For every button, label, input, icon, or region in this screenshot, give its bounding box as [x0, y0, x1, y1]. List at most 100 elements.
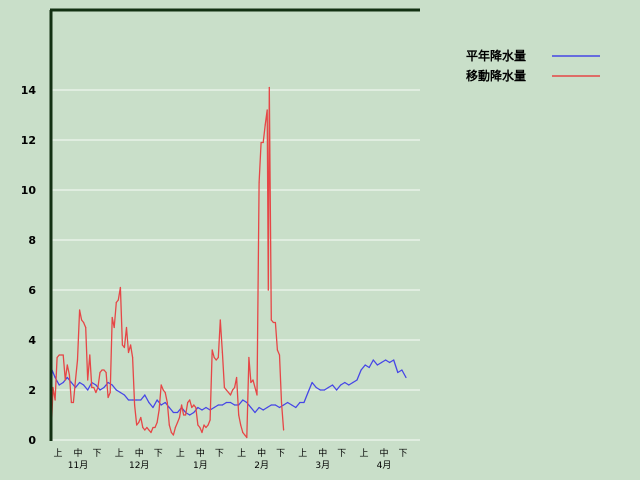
data-point [187, 401, 189, 404]
data-point [72, 401, 74, 404]
data-point [272, 321, 274, 324]
data-point [364, 364, 366, 366]
data-point [148, 401, 150, 404]
data-point [176, 411, 179, 414]
data-point [95, 384, 97, 386]
data-point [70, 401, 72, 404]
data-point [168, 424, 170, 426]
data-point [144, 429, 146, 431]
data-point [127, 399, 130, 401]
data-point [74, 379, 77, 381]
data-point [238, 414, 240, 416]
data-point [154, 426, 156, 429]
data-point [66, 376, 68, 379]
y-tick-label: 0 [28, 434, 36, 447]
data-point [229, 401, 232, 404]
data-point [68, 374, 70, 376]
month-label: 11月 [68, 460, 88, 471]
data-point [66, 364, 68, 366]
data-point [95, 391, 97, 394]
data-point [185, 414, 187, 416]
data-point [221, 404, 223, 406]
data-point [105, 371, 107, 374]
data-point [119, 286, 121, 289]
data-point [136, 399, 138, 401]
data-point [201, 431, 203, 434]
data-point [85, 326, 87, 329]
data-point [58, 354, 60, 356]
data-point [113, 326, 115, 329]
data-point [266, 109, 268, 111]
data-point [327, 386, 329, 389]
data-point [99, 389, 101, 391]
data-point [93, 386, 95, 389]
data-point [170, 431, 172, 434]
data-point [168, 406, 170, 409]
series-layer [50, 86, 407, 441]
x-tick-label: 下 [276, 449, 285, 459]
data-point [234, 386, 236, 389]
data-point [119, 391, 121, 394]
data-point [280, 401, 283, 404]
data-point [319, 389, 321, 391]
data-point [336, 389, 338, 391]
data-point [56, 356, 58, 359]
data-point [183, 414, 185, 416]
data-point [352, 381, 354, 384]
data-point [270, 404, 272, 406]
data-point [172, 434, 174, 436]
data-point [368, 366, 370, 369]
data-point [148, 429, 150, 431]
data-point [225, 401, 227, 404]
data-point [217, 404, 219, 406]
data-point [268, 86, 270, 89]
y-tick-label: 4 [28, 334, 36, 347]
data-point [174, 426, 176, 429]
month-label: 2月 [254, 460, 269, 471]
x-tick-label: 上 [53, 448, 62, 459]
data-point [246, 436, 248, 439]
data-point [138, 421, 140, 424]
data-point [213, 356, 215, 359]
data-point [262, 141, 264, 144]
data-point [274, 404, 276, 406]
data-point [315, 386, 317, 389]
data-point [140, 416, 142, 419]
data-point [311, 381, 313, 384]
data-point [79, 309, 81, 311]
data-point [234, 404, 236, 406]
data-point [348, 384, 350, 386]
data-point [287, 401, 289, 404]
data-point [91, 386, 93, 389]
data-point [242, 431, 244, 434]
data-point [127, 351, 130, 354]
data-point [81, 319, 83, 321]
x-tick-label: 上 [237, 448, 246, 459]
data-point [76, 359, 79, 361]
data-point [397, 371, 399, 374]
data-point [172, 411, 174, 414]
data-point [405, 376, 407, 379]
gridlines [51, 89, 420, 441]
data-point [101, 369, 103, 371]
data-point [223, 386, 225, 389]
data-point [258, 406, 260, 409]
data-point [209, 419, 211, 421]
data-point [58, 384, 60, 386]
data-point [89, 354, 91, 356]
data-point [270, 319, 272, 321]
data-point [109, 391, 111, 394]
data-point [64, 379, 66, 381]
month-label: 3月 [315, 460, 330, 471]
data-point [103, 386, 105, 389]
data-point [193, 411, 195, 414]
data-point [189, 414, 191, 416]
data-point [356, 379, 358, 381]
data-point [207, 424, 209, 426]
y-tick-label: 2 [28, 384, 36, 397]
data-point [254, 411, 256, 414]
data-point [99, 371, 101, 374]
data-point [144, 394, 146, 396]
